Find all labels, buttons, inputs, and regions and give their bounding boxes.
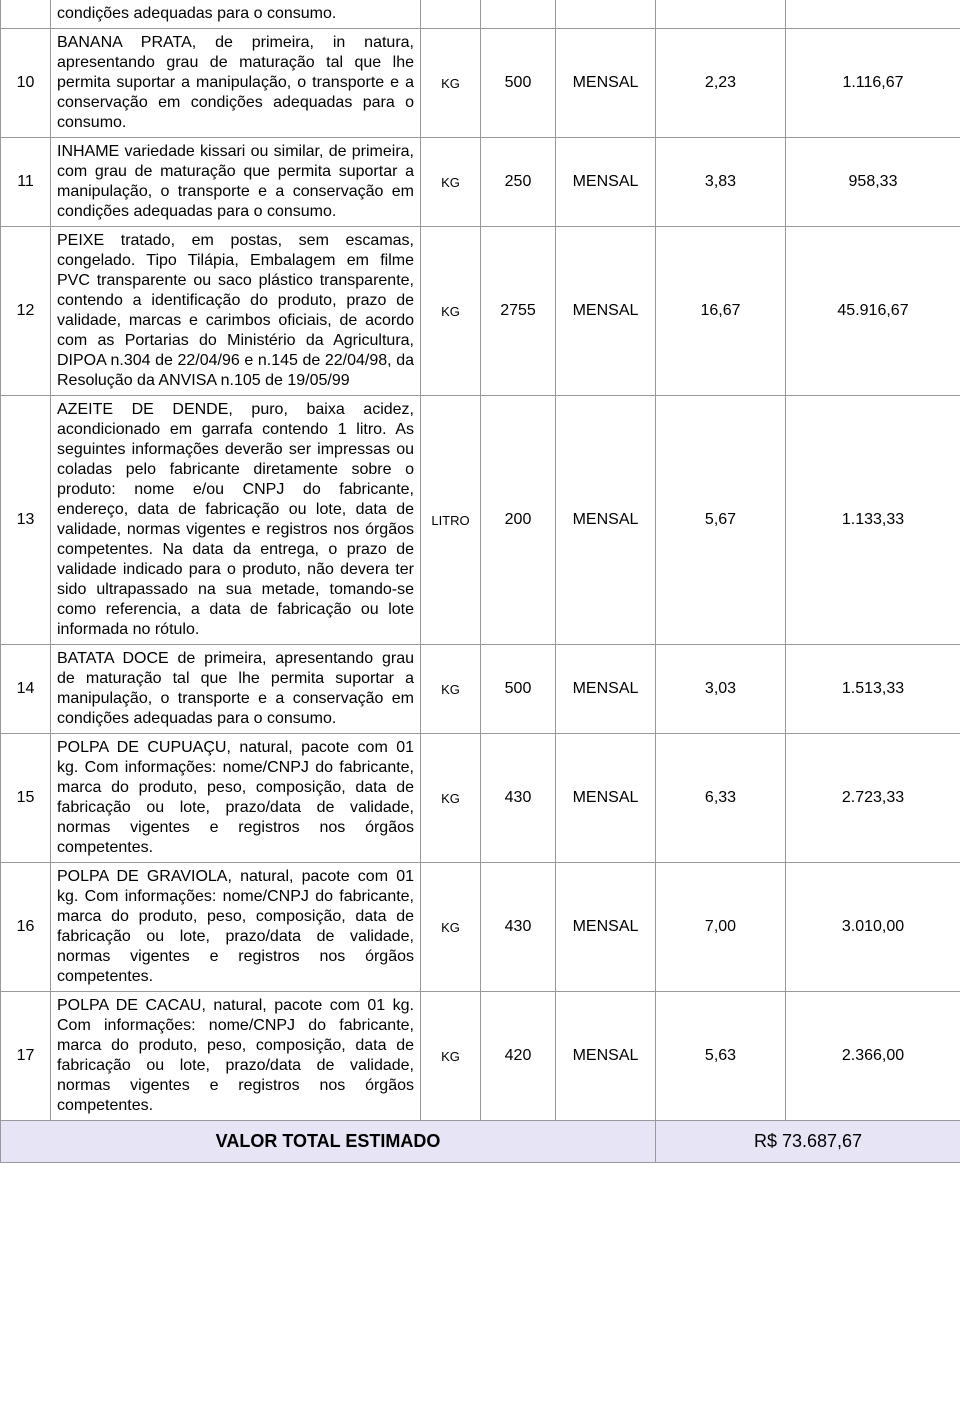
cell-unit: KG — [421, 227, 481, 396]
table-row: 12 PEIXE tratado, em postas, sem escamas… — [1, 227, 960, 396]
table-body: condições adequadas para o consumo. 10 B… — [1, 0, 960, 1163]
cell-qty: 500 — [481, 29, 556, 138]
cell-desc: AZEITE DE DENDE, puro, baixa acidez, aco… — [51, 396, 421, 645]
cell-tprice: 3.010,00 — [786, 863, 960, 992]
cell-uprice: 2,23 — [656, 29, 786, 138]
procurement-table: condições adequadas para o consumo. 10 B… — [0, 0, 960, 1163]
cell-qty: 250 — [481, 138, 556, 227]
cell-tprice: 2.723,33 — [786, 734, 960, 863]
cell-unit — [421, 0, 481, 29]
table-row: 11 INHAME variedade kissari ou similar, … — [1, 138, 960, 227]
cell-item: 10 — [1, 29, 51, 138]
cell-item — [1, 0, 51, 29]
cell-unit: KG — [421, 863, 481, 992]
cell-tprice: 958,33 — [786, 138, 960, 227]
cell-uprice: 5,67 — [656, 396, 786, 645]
cell-item: 17 — [1, 992, 51, 1121]
table-row: 17 POLPA DE CACAU, natural, pacote com 0… — [1, 992, 960, 1121]
cell-freq — [556, 0, 656, 29]
cell-qty: 200 — [481, 396, 556, 645]
cell-qty: 430 — [481, 863, 556, 992]
cell-item: 16 — [1, 863, 51, 992]
cell-desc: BANANA PRATA, de primeira, in natura, ap… — [51, 29, 421, 138]
cell-freq: MENSAL — [556, 29, 656, 138]
cell-item: 13 — [1, 396, 51, 645]
cell-unit: KG — [421, 138, 481, 227]
cell-qty: 500 — [481, 645, 556, 734]
table-row: 10 BANANA PRATA, de primeira, in natura,… — [1, 29, 960, 138]
table-row-fragment: condições adequadas para o consumo. — [1, 0, 960, 29]
cell-uprice — [656, 0, 786, 29]
cell-freq: MENSAL — [556, 645, 656, 734]
cell-tprice: 2.366,00 — [786, 992, 960, 1121]
cell-unit: KG — [421, 734, 481, 863]
cell-qty: 420 — [481, 992, 556, 1121]
table-row: 14 BATATA DOCE de primeira, apresentando… — [1, 645, 960, 734]
cell-tprice: 1.513,33 — [786, 645, 960, 734]
cell-freq: MENSAL — [556, 227, 656, 396]
cell-item: 11 — [1, 138, 51, 227]
cell-uprice: 3,83 — [656, 138, 786, 227]
cell-freq: MENSAL — [556, 992, 656, 1121]
table-row: 16 POLPA DE GRAVIOLA, natural, pacote co… — [1, 863, 960, 992]
cell-unit: KG — [421, 29, 481, 138]
cell-item: 14 — [1, 645, 51, 734]
cell-uprice: 7,00 — [656, 863, 786, 992]
table-row: 15 POLPA DE CUPUAÇU, natural, pacote com… — [1, 734, 960, 863]
cell-desc: INHAME variedade kissari ou similar, de … — [51, 138, 421, 227]
cell-tprice: 1.116,67 — [786, 29, 960, 138]
cell-qty: 430 — [481, 734, 556, 863]
total-value: R$ 73.687,67 — [656, 1121, 960, 1163]
cell-unit: LITRO — [421, 396, 481, 645]
cell-freq: MENSAL — [556, 396, 656, 645]
cell-uprice: 16,67 — [656, 227, 786, 396]
cell-freq: MENSAL — [556, 138, 656, 227]
cell-uprice: 3,03 — [656, 645, 786, 734]
total-row: VALOR TOTAL ESTIMADO R$ 73.687,67 — [1, 1121, 960, 1163]
cell-tprice — [786, 0, 960, 29]
total-label: VALOR TOTAL ESTIMADO — [1, 1121, 656, 1163]
cell-unit: KG — [421, 645, 481, 734]
table-row: 13 AZEITE DE DENDE, puro, baixa acidez, … — [1, 396, 960, 645]
cell-qty: 2755 — [481, 227, 556, 396]
cell-freq: MENSAL — [556, 863, 656, 992]
cell-item: 15 — [1, 734, 51, 863]
cell-desc: condições adequadas para o consumo. — [51, 0, 421, 29]
cell-uprice: 6,33 — [656, 734, 786, 863]
cell-desc: BATATA DOCE de primeira, apresentando gr… — [51, 645, 421, 734]
cell-desc: PEIXE tratado, em postas, sem escamas, c… — [51, 227, 421, 396]
cell-tprice: 1.133,33 — [786, 396, 960, 645]
cell-desc: POLPA DE CUPUAÇU, natural, pacote com 01… — [51, 734, 421, 863]
cell-item: 12 — [1, 227, 51, 396]
cell-qty — [481, 0, 556, 29]
cell-unit: KG — [421, 992, 481, 1121]
cell-tprice: 45.916,67 — [786, 227, 960, 396]
cell-desc: POLPA DE GRAVIOLA, natural, pacote com 0… — [51, 863, 421, 992]
cell-desc: POLPA DE CACAU, natural, pacote com 01 k… — [51, 992, 421, 1121]
cell-uprice: 5,63 — [656, 992, 786, 1121]
cell-freq: MENSAL — [556, 734, 656, 863]
